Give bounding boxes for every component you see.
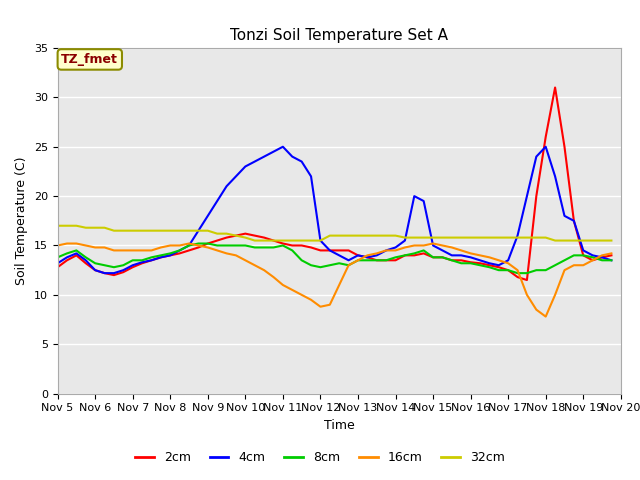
Legend: 2cm, 4cm, 8cm, 16cm, 32cm: 2cm, 4cm, 8cm, 16cm, 32cm: [130, 446, 510, 469]
Y-axis label: Soil Temperature (C): Soil Temperature (C): [15, 156, 28, 285]
X-axis label: Time: Time: [324, 419, 355, 432]
Title: Tonzi Soil Temperature Set A: Tonzi Soil Temperature Set A: [230, 28, 448, 43]
Text: TZ_fmet: TZ_fmet: [61, 53, 118, 66]
